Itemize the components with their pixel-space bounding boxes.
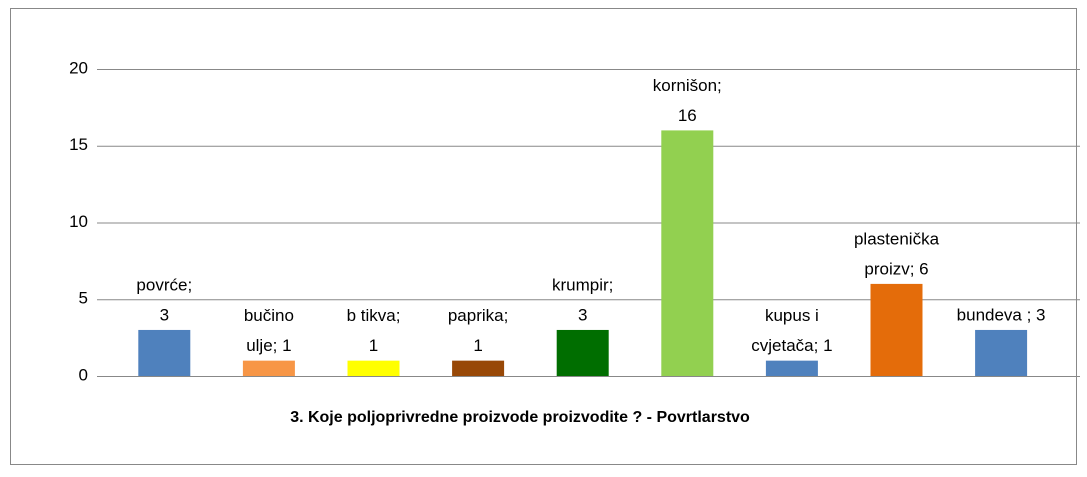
- y-tick-label: 20: [69, 58, 88, 77]
- chart-title: 3. Koje poljoprivredne proizvode proizvo…: [290, 409, 750, 426]
- data-label: ulje; 1: [246, 336, 291, 355]
- data-label: 1: [369, 336, 378, 355]
- data-label: krumpir;: [552, 275, 613, 294]
- y-tick-label: 10: [69, 212, 88, 231]
- bar: [661, 130, 714, 376]
- bar: [138, 329, 191, 376]
- bar: [765, 360, 818, 376]
- bar: [870, 283, 923, 376]
- y-tick-label: 5: [79, 289, 88, 308]
- data-label: proizv; 6: [864, 259, 928, 278]
- chart-border: [10, 8, 1077, 465]
- data-label: plastenička: [854, 229, 940, 248]
- bar: [242, 360, 295, 376]
- bar: [452, 360, 505, 376]
- data-label: 3: [160, 305, 169, 324]
- data-label: cvjetača; 1: [751, 336, 832, 355]
- bar: [347, 360, 400, 376]
- data-label: paprika;: [448, 306, 508, 325]
- data-label: 1: [473, 336, 482, 355]
- data-label: bundeva ; 3: [957, 305, 1046, 324]
- bar: [975, 329, 1028, 376]
- data-label: b tikva;: [347, 306, 401, 325]
- data-label: 16: [678, 106, 697, 125]
- bar: [556, 329, 609, 376]
- data-label: kornišon;: [653, 76, 722, 95]
- y-tick-label: 15: [69, 135, 88, 154]
- data-label: 3: [578, 305, 587, 324]
- data-label: bučino: [244, 306, 294, 325]
- data-label: kupus i: [765, 306, 819, 325]
- y-tick-label: 0: [79, 365, 88, 384]
- data-label: povrće;: [136, 275, 192, 294]
